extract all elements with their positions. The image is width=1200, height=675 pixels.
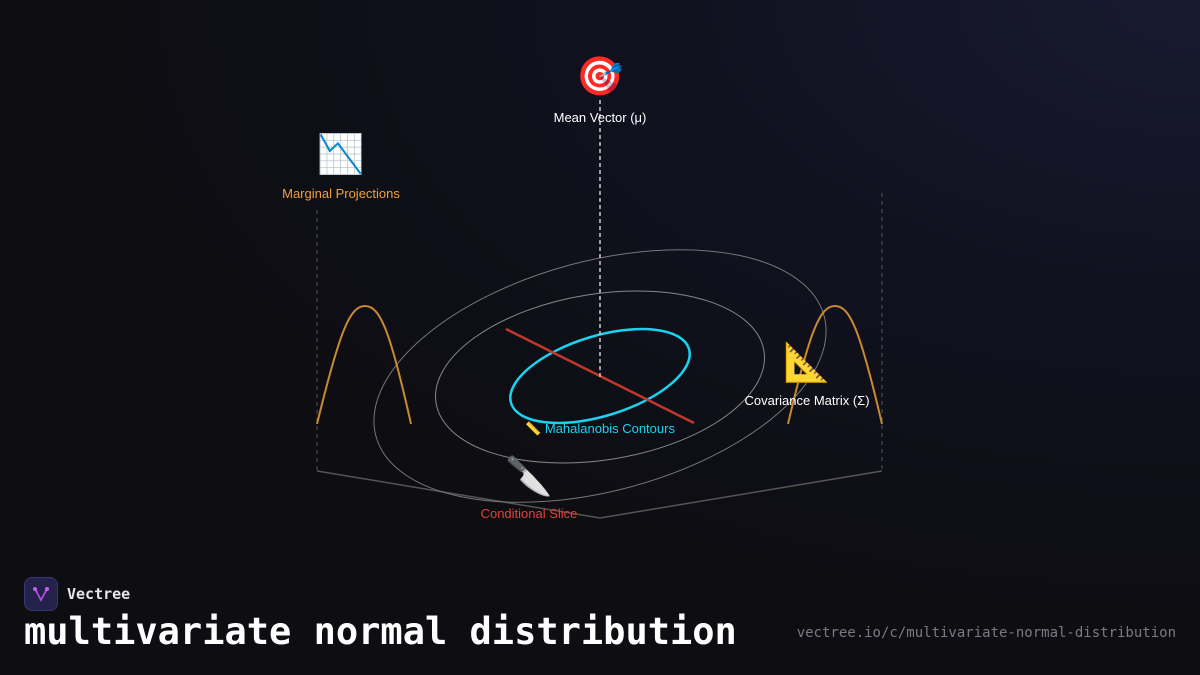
brand-name: Vectree xyxy=(67,585,131,603)
covariance-matrix-label: Covariance Matrix (Σ) xyxy=(744,393,870,408)
right-marginal-curve xyxy=(787,304,883,425)
target-icon: 🎯 xyxy=(576,56,624,98)
triangular-ruler-icon: 📐 xyxy=(783,342,831,384)
outer-contour xyxy=(373,249,827,503)
page-url: vectree.io/c/multivariate-normal-distrib… xyxy=(796,625,1176,641)
knife-icon: 🔪 xyxy=(505,456,553,498)
chart-decreasing-icon: 📉 xyxy=(317,134,365,176)
ruler-icon: 📏 xyxy=(525,421,542,436)
mahalanobis-text: Mahalanobis Contours xyxy=(544,421,675,436)
floor-plane xyxy=(316,470,883,519)
mahalanobis-contours-label: 📏 Mahalanobis Contours xyxy=(525,421,675,437)
page-title: multivariate normal distribution xyxy=(24,610,737,653)
middle-contour xyxy=(435,290,765,464)
brand: Vectree xyxy=(24,577,130,611)
mean-vector-label: Mean Vector (μ) xyxy=(553,110,647,125)
marginal-projections-label: Marginal Projections xyxy=(282,186,400,201)
conditional-slice-label: Conditional Slice xyxy=(480,506,578,521)
inner-contour xyxy=(509,327,691,425)
vectree-logo-icon xyxy=(24,577,58,611)
left-marginal-curve xyxy=(316,304,412,425)
